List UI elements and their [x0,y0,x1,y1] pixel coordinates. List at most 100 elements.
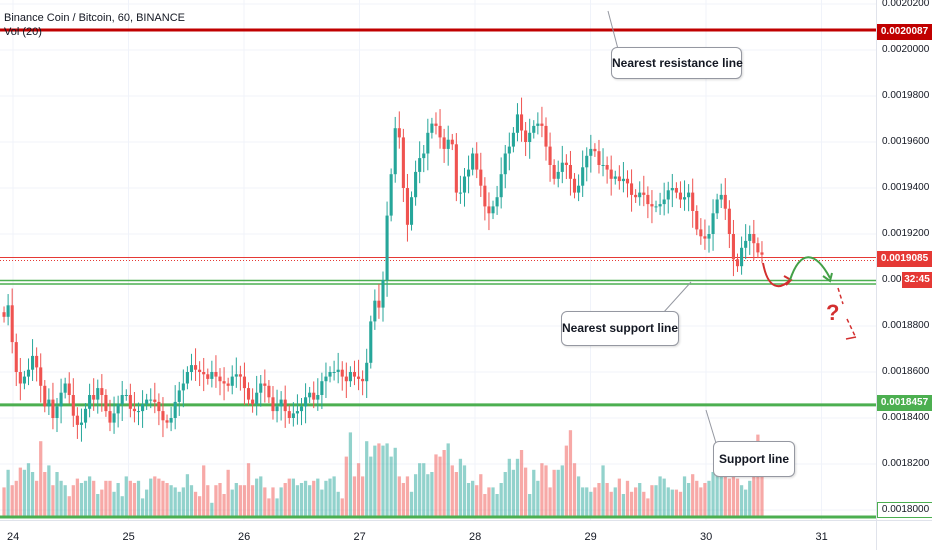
candle-body [528,132,532,142]
price-tick-label: 0.0019400 [882,182,930,193]
candle-body [401,137,405,188]
candle-body [251,399,255,405]
volume-bar [100,489,104,516]
candle-body [536,123,540,126]
candle-body [181,383,185,391]
candle-body [462,176,467,193]
candle-body [674,188,678,193]
volume-bar [112,491,116,516]
candle-body [340,369,344,377]
candle-body [430,123,434,133]
volume-bar [149,478,153,516]
volume-bar [707,480,711,516]
volume-bar [674,489,679,516]
volume-bar [475,485,479,516]
volume-bar [210,502,214,516]
volume-bar [30,472,35,516]
volume-bar [613,487,617,516]
candle-body [715,199,719,214]
price-tick-label: 0.0018200 [882,458,930,469]
candle-body [22,376,26,384]
candle-body [479,169,483,186]
candle-body [548,146,552,165]
volume-bar [503,472,507,516]
candle-body [744,240,748,248]
candle-body [149,399,153,401]
candle-body [275,406,279,412]
support-callout[interactable]: Support line [713,441,795,477]
candle-body [88,395,92,409]
candle-body [377,300,381,308]
candle-body [344,376,348,382]
candle-body [544,125,548,147]
volume-bar [568,430,573,516]
candle-body [442,137,446,149]
volume-bar [760,469,764,516]
candle-body [132,408,136,412]
volume-bar [581,487,585,516]
volume-bar [426,474,430,516]
bottom-price-tag: 0.0018000 [877,502,932,518]
volume-bar [629,491,634,516]
volume-bar [83,480,88,516]
candle-body [67,383,71,395]
candle-body [682,197,687,200]
volume-bar [552,469,556,516]
candle-body [202,372,206,375]
volume-bar [597,483,601,516]
price-tick-label: 0.0018400 [882,412,930,423]
candle-body [79,422,84,425]
candle-body [63,383,67,393]
candle-body [357,376,361,379]
candle-body [145,399,149,405]
candle-body [642,192,646,195]
candle-body [511,132,515,147]
volume-bar [116,483,120,516]
candle-body [499,174,503,198]
candle-body [418,158,422,172]
volume-bar [442,450,446,516]
volume-bar [556,469,560,516]
support-callout-pointer [705,409,730,444]
volume-bar [132,483,137,516]
volume-bar [157,478,161,516]
candle-body [405,188,409,225]
forecast-bounce-arrowhead [822,272,833,283]
candle-body [161,411,165,421]
volume-bar [373,445,377,516]
volume-bar [222,494,226,516]
candle-body [14,342,18,372]
volume-bar [206,485,210,516]
volume-bar [593,487,597,516]
candle-body [218,376,222,382]
volume-bar [271,487,275,516]
volume-bar [230,489,234,516]
candle-body [96,388,100,400]
volume-bar [328,478,332,516]
candle-body [222,381,226,384]
volume-bar [6,469,10,516]
candle-body [454,144,458,193]
volume-bar [165,483,169,516]
volume-bar [250,485,255,516]
volume-bar [71,485,75,516]
volume-bar [495,494,499,516]
candle-body [2,312,6,317]
volume-bar [340,498,344,516]
symbol-title: Binance Coin / Bitcoin, 60, BINANCE [4,12,185,24]
volume-bar [96,494,100,516]
volume-bar [124,476,128,516]
volume-bar [621,494,626,516]
resistance-callout[interactable]: Nearest resistance line [611,47,743,79]
volume-bar [22,469,27,516]
volume-bar [572,463,577,516]
volume-bar [177,491,181,516]
volume-bar [267,498,271,516]
candle-body [35,355,39,368]
volume-bar [418,463,422,516]
nearest-support-callout[interactable]: Nearest support line [561,311,679,346]
volume-bar [519,450,524,516]
candle-body [120,395,124,405]
volume-bar [63,485,67,516]
